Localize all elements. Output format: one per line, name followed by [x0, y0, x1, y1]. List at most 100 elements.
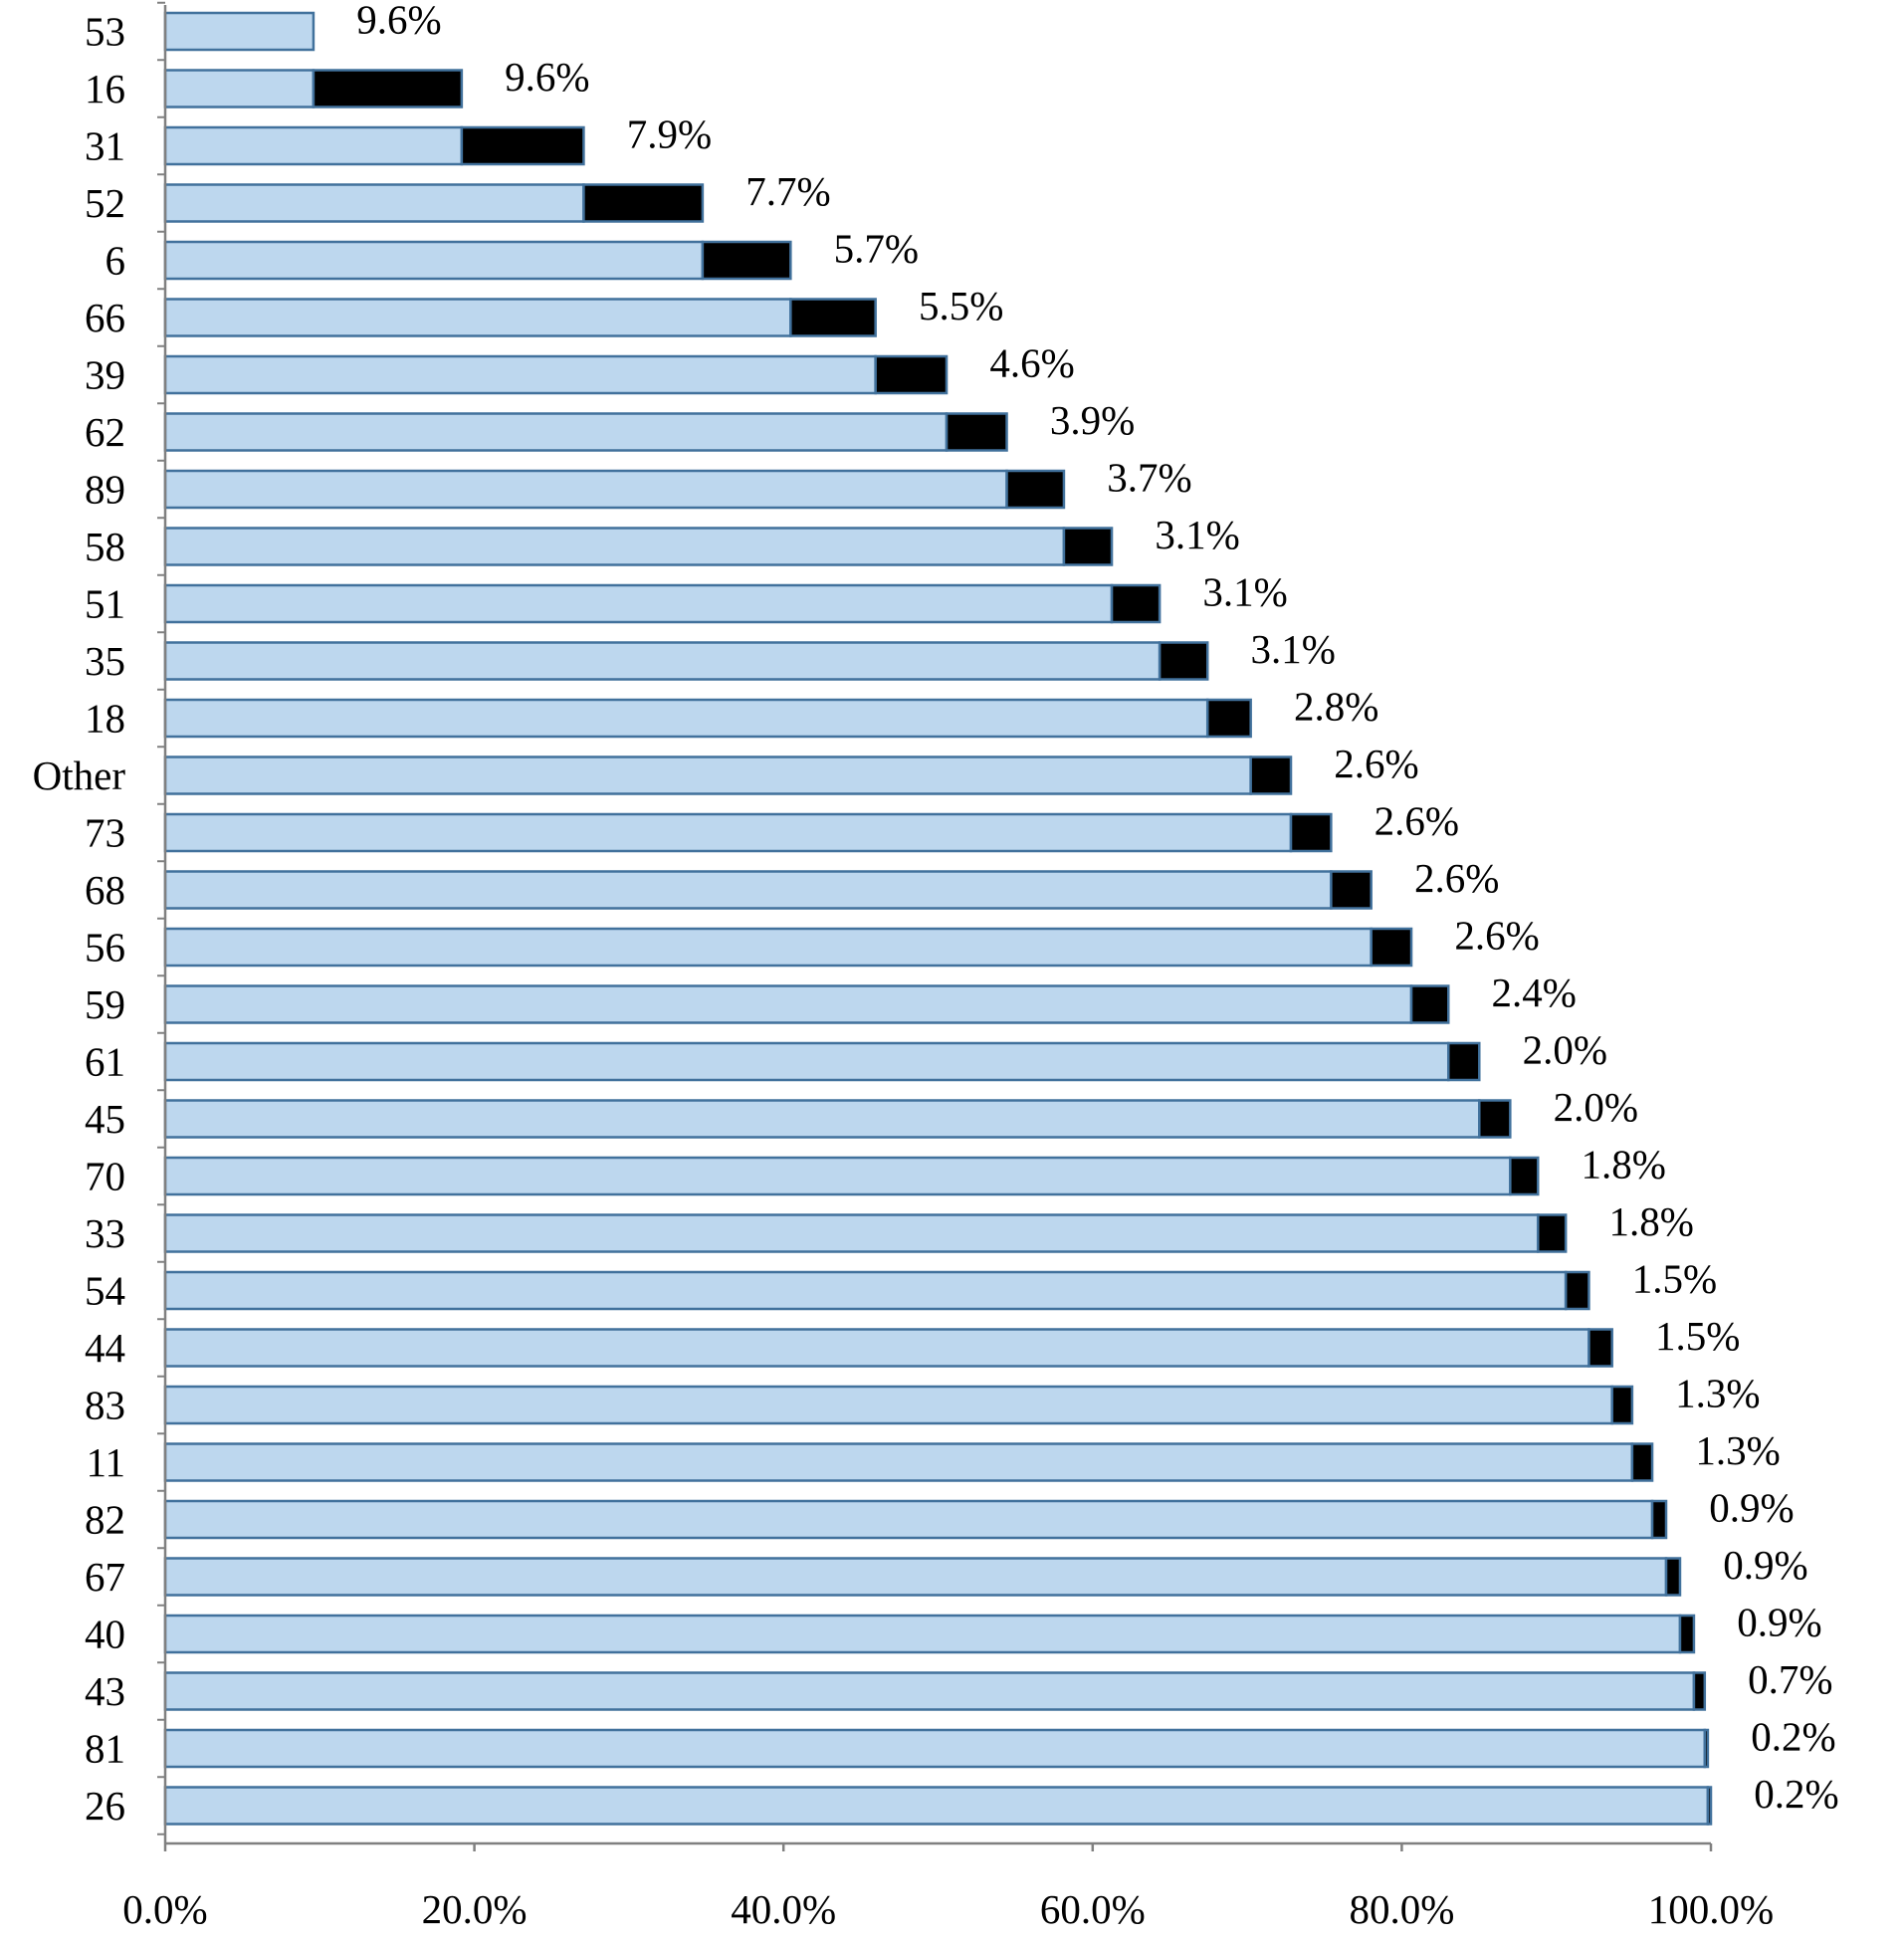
- segment-bar-53: [163, 11, 316, 52]
- data-label: 0.9%: [1709, 1485, 1794, 1531]
- cumulative-bar-62: [163, 412, 949, 452]
- cumulative-bar-68: [163, 870, 1333, 910]
- category-label: 89: [85, 467, 125, 513]
- segment-bar-11: [1630, 1442, 1654, 1482]
- cumulative-bar-89: [163, 469, 1008, 510]
- data-label: 2.6%: [1334, 741, 1418, 786]
- segment-bar-31: [460, 125, 585, 166]
- category-label: 83: [85, 1383, 125, 1428]
- category-label: 70: [85, 1154, 125, 1199]
- data-label: 0.9%: [1737, 1600, 1821, 1645]
- segment-bar-40: [1678, 1614, 1696, 1654]
- category-label: 6: [106, 238, 126, 284]
- category-label: 18: [85, 696, 125, 742]
- category-label: 54: [85, 1268, 125, 1314]
- x-tick-label: 0.0%: [122, 1886, 207, 1932]
- category-label: Other: [33, 753, 126, 798]
- data-label: 1.5%: [1655, 1313, 1740, 1359]
- cumulative-bar-67: [163, 1557, 1668, 1597]
- data-label: 0.7%: [1748, 1656, 1832, 1702]
- data-label: 0.9%: [1723, 1542, 1807, 1588]
- segment-bar-58: [1062, 527, 1114, 566]
- cumulative-bar-26: [163, 1786, 1710, 1826]
- segment-bar-39: [874, 354, 949, 395]
- segment-bar-66: [789, 298, 877, 337]
- data-label: 2.0%: [1554, 1084, 1638, 1130]
- segment-bar-33: [1536, 1213, 1568, 1253]
- data-label: 3.1%: [1155, 512, 1239, 557]
- cumulative-bar-82: [163, 1499, 1654, 1540]
- cumulative-bar-81: [163, 1728, 1707, 1769]
- cumulative-bar-35: [163, 641, 1162, 681]
- cumulative-bar-16: [163, 69, 316, 108]
- category-label: 11: [87, 1439, 125, 1485]
- segment-bar-70: [1509, 1156, 1540, 1196]
- segment-bar-67: [1664, 1557, 1682, 1597]
- data-label: 2.6%: [1375, 798, 1459, 844]
- x-tick-label: 20.0%: [422, 1886, 528, 1932]
- category-label: 66: [85, 295, 125, 340]
- category-label: 33: [85, 1210, 125, 1256]
- category-label: 45: [85, 1096, 125, 1142]
- data-label: 9.6%: [356, 0, 441, 43]
- category-label: 68: [85, 867, 125, 913]
- data-label: 4.6%: [989, 340, 1074, 386]
- cumulative-bar-52: [163, 183, 585, 223]
- category-label: 59: [85, 981, 125, 1027]
- data-label: 1.3%: [1695, 1427, 1780, 1473]
- segment-bar-16: [312, 69, 464, 108]
- category-label: 82: [85, 1497, 125, 1543]
- segment-bar-81: [1703, 1728, 1710, 1769]
- x-tick-label: 40.0%: [731, 1886, 836, 1932]
- data-label: 2.6%: [1454, 913, 1539, 959]
- category-label: 62: [85, 409, 125, 455]
- cumulative-bar-59: [163, 984, 1413, 1024]
- segment-bar-52: [582, 183, 705, 223]
- category-label: 67: [85, 1554, 125, 1600]
- data-label: 1.8%: [1608, 1198, 1693, 1244]
- category-label: 56: [85, 925, 125, 970]
- segment-bar-54: [1564, 1270, 1590, 1311]
- category-label: 43: [85, 1668, 125, 1714]
- x-tick-label: 60.0%: [1040, 1886, 1146, 1932]
- segment-bar-61: [1447, 1041, 1481, 1082]
- segment-bar-26: [1706, 1786, 1713, 1826]
- cumulative-bar-66: [163, 298, 792, 337]
- data-label: 3.1%: [1251, 626, 1336, 672]
- category-label: 61: [85, 1039, 125, 1085]
- x-tick-label: 80.0%: [1349, 1886, 1454, 1932]
- data-label: 2.8%: [1294, 684, 1378, 730]
- segment-bar-51: [1110, 583, 1162, 624]
- cumulative-bar-Other: [163, 755, 1252, 795]
- segment-bar-68: [1330, 870, 1373, 910]
- cumulative-bar-61: [163, 1041, 1450, 1082]
- cumulative-bar-51: [163, 583, 1114, 624]
- cumulative-bar-11: [163, 1442, 1634, 1482]
- data-label: 3.7%: [1107, 455, 1191, 501]
- data-label: 2.0%: [1523, 1027, 1607, 1073]
- cumulative-bar-43: [163, 1671, 1696, 1711]
- labels-layer: 53 9.6% 16 9.6% 31 7.9% 52 7.7% 6 5.7% 66 5.5% 39 4.6…: [33, 0, 1839, 1829]
- segment-bar-56: [1370, 927, 1413, 968]
- segment-bar-18: [1205, 698, 1252, 739]
- data-label: 2.4%: [1492, 970, 1577, 1015]
- axes-layer: 0.0% 20.0% 40.0% 60.0% 80.0% 100.0%: [122, 1, 1774, 1932]
- data-label: 5.5%: [919, 283, 1003, 328]
- cumulative-bar-6: [163, 240, 705, 281]
- cumulative-bar-45: [163, 1099, 1481, 1139]
- cumulative-bar-40: [163, 1614, 1682, 1654]
- category-label: 52: [85, 180, 125, 226]
- data-label: 3.9%: [1050, 397, 1135, 443]
- segment-bar-35: [1158, 641, 1209, 681]
- segment-bar-Other: [1249, 755, 1293, 795]
- bars-layer: [163, 11, 1713, 1826]
- category-label: 51: [85, 581, 125, 627]
- segment-bar-83: [1610, 1385, 1634, 1425]
- cumulative-bar-33: [163, 1213, 1540, 1253]
- cumulative-bar-70: [163, 1156, 1512, 1196]
- category-label: 73: [85, 810, 125, 856]
- data-label: 1.3%: [1675, 1371, 1760, 1416]
- category-label: 16: [85, 66, 125, 111]
- data-label: 0.2%: [1751, 1714, 1835, 1760]
